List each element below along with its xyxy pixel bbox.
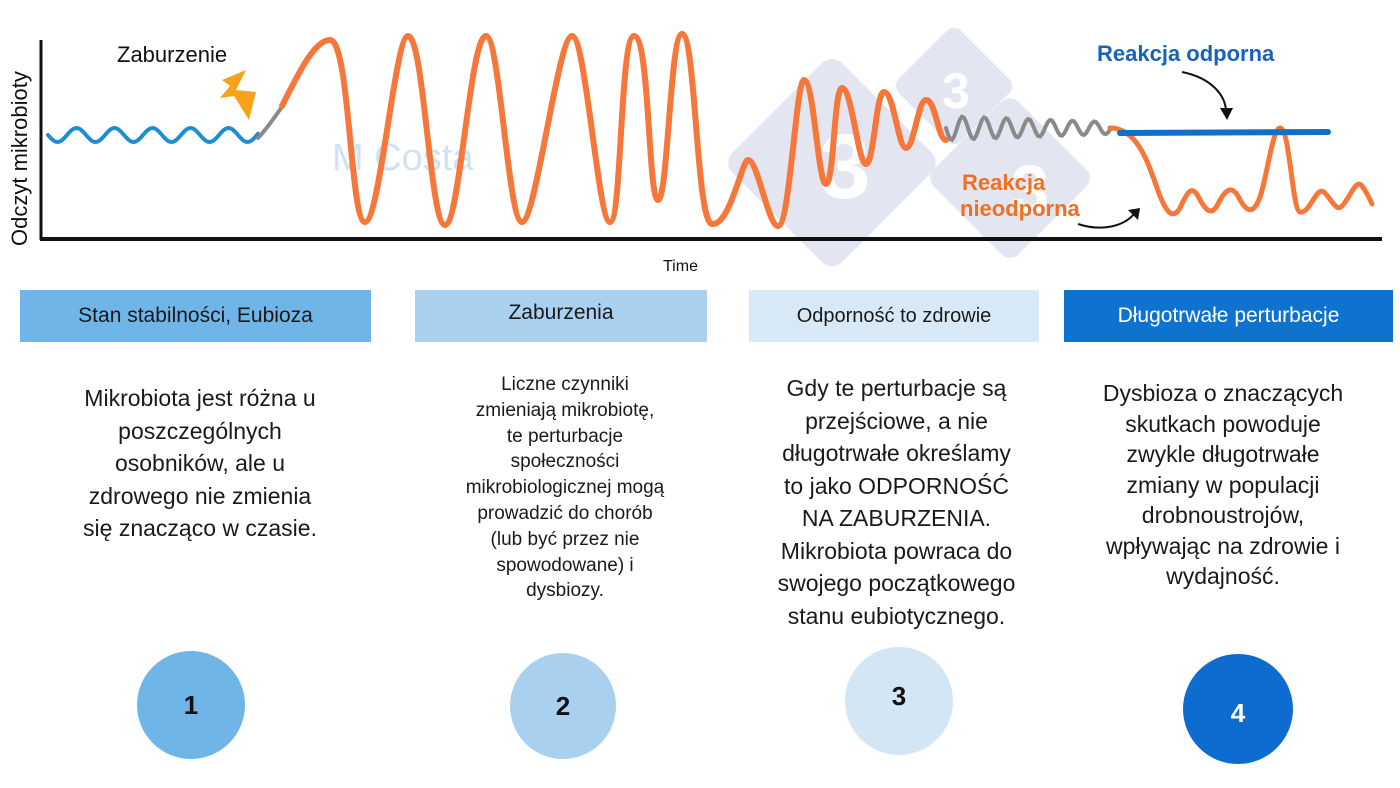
- stage-1-line: zdrowego nie zmienia: [88, 482, 312, 509]
- stage-3-line: przejściowe, a nie: [805, 407, 988, 434]
- stage-2-number-circle: 2: [510, 653, 616, 759]
- stage-4-line: Dysbioza o znaczących: [1102, 380, 1344, 406]
- recovery-wave: [944, 114, 1112, 143]
- stage-4-header: Długotrwałe perturbacje: [1064, 290, 1393, 342]
- y-axis-label: Odczyt mikrobioty: [7, 71, 32, 246]
- logo-watermark: 3 3 3: [728, 27, 1090, 267]
- stage-3-line: Mikrobiota powraca do: [780, 537, 1013, 564]
- resilient-arrowhead-icon: [1220, 108, 1233, 120]
- stage-3-description: Gdy te perturbacje są przejściowe, a nie…: [744, 372, 1049, 632]
- stage-4-line: wydajność.: [1166, 563, 1280, 589]
- non-resilient-label-line1: Reakcja: [962, 170, 1046, 195]
- stage-4-title: Długotrwałe perturbacje: [1117, 304, 1340, 327]
- resilient-line: [1117, 129, 1331, 136]
- non-resilient-wave: [1107, 125, 1375, 217]
- microbiota-time-diagram: 3 3 3 M Costa Odczyt mikrobioty Time Zab…: [7, 27, 1382, 275]
- transition-wave-start: [256, 102, 286, 140]
- logo-glyph-left: 3: [819, 116, 870, 218]
- stage-2-line: (lub być przez nie: [490, 528, 640, 550]
- stage-1-description: Mikrobiota jest różna u poszczególnych o…: [40, 382, 360, 545]
- disturbance-label: Zaburzenie: [117, 42, 227, 67]
- resilient-arrow-icon: [1181, 71, 1227, 113]
- stage-3-line: długotrwałe określamy: [782, 440, 1011, 466]
- stage-3-line: Gdy te perturbacje są: [786, 375, 1007, 401]
- stage-1-line: osobników, ale u: [114, 450, 286, 476]
- stage-2-line: dysbiozy.: [526, 580, 604, 602]
- stage-1-number: 1: [183, 689, 199, 720]
- stage-2-line: społeczności: [510, 451, 620, 473]
- stage-4-number-circle: 4: [1183, 654, 1293, 764]
- stage-4-number: 4: [1230, 697, 1246, 728]
- stage-1-header: Stan stabilności, Eubioza: [20, 290, 371, 342]
- lightning-bolt-icon: [220, 70, 256, 120]
- stage-3-line: to jako ODPORNOŚĆ: [784, 472, 1009, 499]
- stage-3-line: swojego początkowego: [777, 570, 1016, 596]
- stage-3-number-circle: 3: [845, 647, 953, 755]
- stage-3-header: Odporność to zdrowie: [749, 290, 1039, 342]
- resilient-label: Reakcja odporna: [1097, 41, 1275, 66]
- non-resilient-arrow-icon: [1077, 213, 1135, 229]
- stage-2-description: Liczne czynniki zmieniają mikrobiotę, te…: [415, 372, 715, 604]
- stage-1-line: się znacząco w czasie.: [83, 515, 317, 541]
- stage-2-title: Zaburzenia: [508, 301, 614, 324]
- stage-2-line: spowodowane) i: [496, 554, 634, 576]
- stage-4-line: zmiany w populacji: [1126, 471, 1320, 498]
- stage-2-line: mikrobiologicznej mogą: [465, 477, 665, 499]
- stage-3-line: NA ZABURZENIA.: [801, 505, 992, 531]
- stage-4-line: drobnoustrojów,: [1141, 502, 1305, 528]
- stage-3-title: Odporność to zdrowie: [796, 304, 992, 327]
- stage-3-line: stanu eubiotycznego.: [787, 602, 1006, 629]
- logo-diamond-top: [895, 27, 1013, 145]
- stage-4-line: skutkach powoduje: [1125, 410, 1321, 437]
- stage-2-line: Liczne czynniki: [501, 374, 629, 395]
- non-resilient-arrowhead-icon: [1128, 208, 1140, 220]
- stable-wave: [46, 125, 260, 145]
- stage-1-line: Mikrobiota jest różna u: [84, 385, 316, 411]
- stage-4-line: wpływając na zdrowie i: [1106, 532, 1340, 559]
- stage-1-title: Stan stabilności, Eubioza: [78, 304, 313, 327]
- logo-glyph-right: 3: [1011, 151, 1049, 227]
- stage-2-number: 2: [555, 690, 571, 721]
- stage-3-number: 3: [891, 680, 907, 711]
- x-axis-label: Time: [663, 258, 698, 275]
- stage-1-line: poszczególnych: [118, 417, 282, 444]
- stage-1-number-circle: 1: [137, 651, 245, 759]
- stage-2-line: te perturbacje: [506, 425, 624, 447]
- stage-4-description: Dysbioza o znaczących skutkach powoduje …: [1068, 378, 1378, 592]
- logo-glyph-top: 3: [942, 63, 970, 119]
- stage-4-line: zwykle długotrwałe: [1126, 441, 1320, 467]
- non-resilient-label-line2: nieodporna: [960, 196, 1081, 221]
- disturbed-wave: [279, 31, 949, 229]
- stage-2-header: Zaburzenia: [415, 290, 707, 342]
- stage-2-line: zmieniają mikrobiotę,: [475, 399, 655, 421]
- stage-2-line: prowadzić do chorób: [477, 502, 653, 524]
